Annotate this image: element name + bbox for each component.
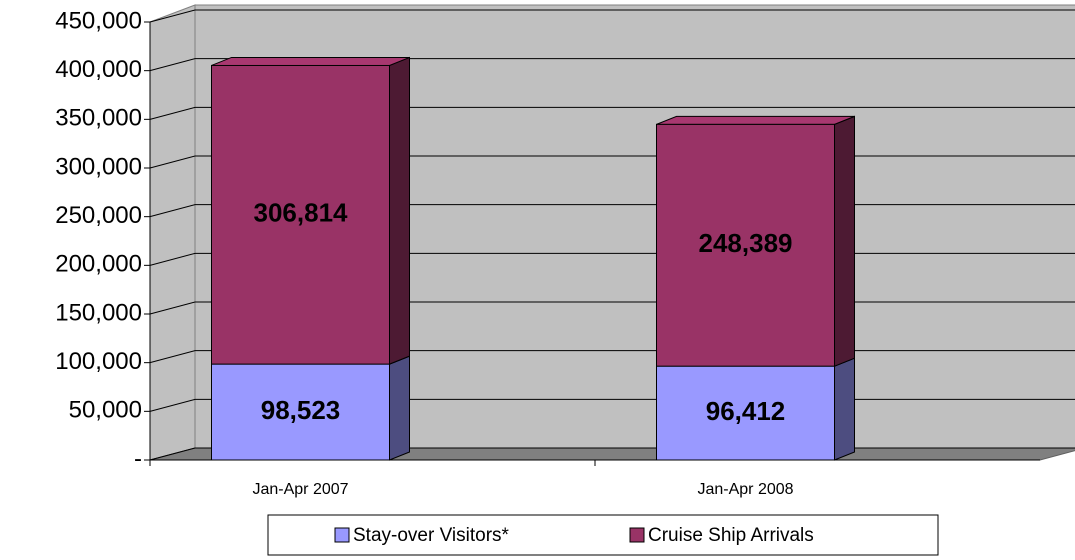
grid-line bbox=[149, 106, 1075, 120]
value-label: 96,412 bbox=[706, 396, 786, 426]
bar bbox=[656, 123, 835, 367]
legend-label: Stay-over Visitors* bbox=[353, 525, 510, 546]
y-tick-label: 100,000 bbox=[55, 348, 142, 375]
legend-label: Cruise Ship Arrivals bbox=[648, 525, 814, 546]
y-tick-label: 200,000 bbox=[55, 251, 142, 278]
y-tick-label: 350,000 bbox=[55, 105, 142, 132]
bar-side bbox=[389, 355, 410, 461]
grid-line bbox=[149, 9, 1075, 23]
x-tick-label: Jan-Apr 2008 bbox=[697, 481, 793, 498]
bar-side bbox=[834, 115, 855, 367]
y-tick-label: 300,000 bbox=[55, 153, 142, 180]
bar-side bbox=[834, 357, 855, 461]
y-tick-label: 400,000 bbox=[55, 56, 142, 83]
side-wall bbox=[149, 4, 196, 461]
grid-line bbox=[149, 58, 1075, 72]
bar bbox=[656, 365, 835, 461]
bar-top bbox=[656, 115, 855, 125]
legend-box bbox=[267, 514, 939, 556]
bar bbox=[211, 363, 390, 461]
bar-side bbox=[389, 56, 410, 365]
y-tick-label: 250,000 bbox=[55, 202, 142, 229]
y-tick-label: 150,000 bbox=[55, 299, 142, 326]
bar-top bbox=[211, 56, 410, 66]
value-label: 248,389 bbox=[699, 228, 793, 258]
value-label: 306,814 bbox=[254, 198, 349, 228]
legend-swatch bbox=[629, 527, 645, 543]
x-tick-label: Jan-Apr 2007 bbox=[252, 481, 348, 498]
y-tick-label: 450,000 bbox=[55, 7, 142, 34]
legend-swatch bbox=[334, 527, 350, 543]
y-tick-label: 50,000 bbox=[69, 397, 142, 424]
value-label: 98,523 bbox=[261, 395, 341, 425]
bar bbox=[211, 64, 390, 365]
y-tick-label: - bbox=[134, 445, 142, 472]
